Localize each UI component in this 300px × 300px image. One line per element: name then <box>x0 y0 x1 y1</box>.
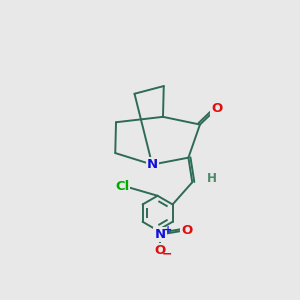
Text: N: N <box>154 228 166 241</box>
Text: +: + <box>164 225 172 235</box>
Text: O: O <box>154 244 166 256</box>
Text: Cl: Cl <box>115 180 129 193</box>
Text: −: − <box>162 248 172 261</box>
Text: H: H <box>206 172 217 185</box>
Text: N: N <box>147 158 158 171</box>
Text: O: O <box>211 102 223 115</box>
Text: O: O <box>181 224 193 236</box>
